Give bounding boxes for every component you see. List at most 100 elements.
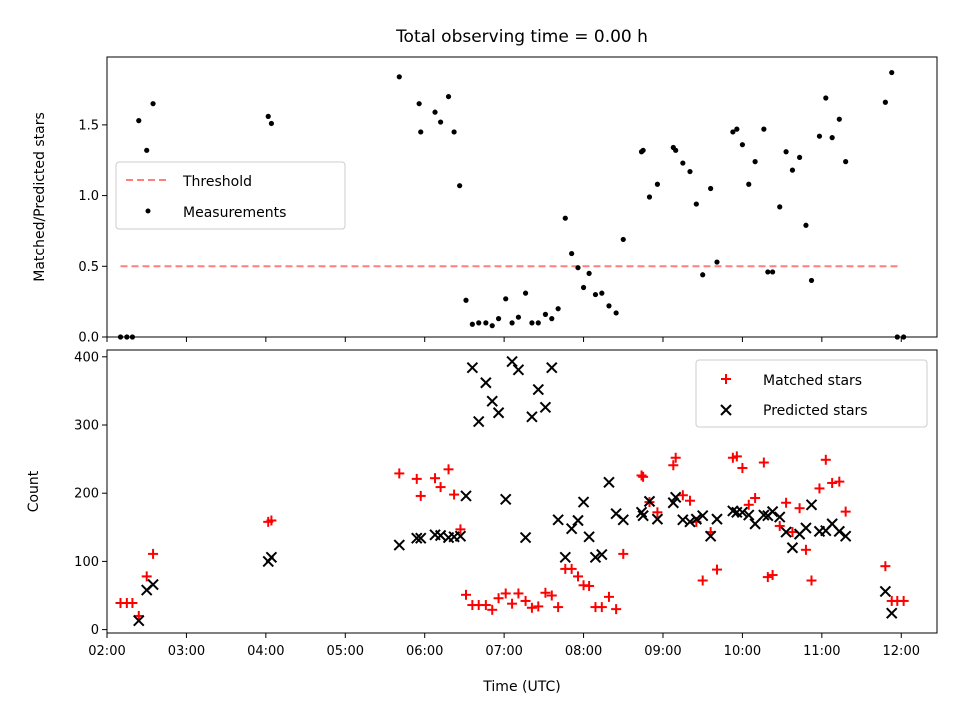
matched-star-point [546,590,557,601]
matched-star-point [781,497,792,508]
predicted-star-point-b [749,518,761,530]
predicted-star-point-b [727,505,739,517]
predicted-star-point-b [684,516,696,528]
predicted-star-point [486,395,498,407]
matched-star-point [443,464,454,475]
measurement-point [777,204,783,210]
matched-star-point [618,548,629,559]
bottom-x-tick-label: 06:00 [406,644,443,659]
bottom-y-tick-label: 300 [74,419,99,434]
predicted-star-point-b [565,522,578,535]
predicted-star-point [879,585,892,598]
predicted-star-point-b [415,532,427,544]
measurement-point [418,129,424,135]
matched-star-point [762,572,773,583]
matched-star-point [461,589,472,600]
measurement-point [816,133,823,139]
measurement-point [714,259,720,265]
measurement-point [789,167,796,173]
bottom-x-tick-label: 05:00 [327,644,364,659]
matched-stars-legend-swatch [721,374,731,384]
measurement-point [476,320,482,326]
predicted-star-point [637,510,649,522]
predicted-star-point [669,491,682,504]
predicted-star-point [766,505,779,518]
predicted-star-point [589,551,602,564]
measurement-point [542,311,549,317]
matched-star-point [455,524,466,535]
matched-star-point [731,451,742,462]
matched-star-point [880,561,891,572]
matched-star-point [787,527,798,538]
matched-star-point [449,489,460,500]
top-y-tick-label: 0.0 [78,331,99,346]
measurement-point [761,126,767,132]
predicted-star-point [506,355,518,368]
matched-star-point [127,597,138,608]
predicted-star-point [265,551,278,564]
matched-star-point [750,492,761,503]
matched-stars-legend-label: Matched stars [763,373,862,389]
predicted-star-point-b [480,377,492,389]
predicted-star-point-b [833,525,846,538]
matched-star-point [827,477,838,488]
matched-star-point [584,580,595,591]
matched-star-point [513,588,524,599]
measurement-point [437,119,444,125]
top-y-axis-label: Matched/Predicted stars [32,112,48,282]
matched-star-point [493,593,504,604]
predicted-star-point-b [635,506,648,519]
matched-star-point [533,601,544,612]
predicted-star-point-b [454,530,467,542]
measurement-point [469,321,475,327]
matched-star-point [684,495,695,506]
measurement-point [562,215,568,221]
bottom-y-axis-label: Count [26,470,42,512]
predicted-star-point [886,607,898,619]
predicted-star-point-b [617,514,629,526]
predicted-star-point [565,522,578,535]
measurement-point [829,135,835,141]
measurement-point [640,147,646,153]
measurement-point [843,159,849,165]
measurements-legend-swatch [145,208,151,214]
measurement-point [136,118,142,124]
measurement-point [522,290,529,296]
measurement-point [529,320,535,326]
predicted-star-point [526,411,538,423]
predicted-star-point-b [500,493,512,506]
predicted-star-point-b [546,362,558,374]
bottom-x-axis-ticks: 02:00 03:00 04:00 05:00 06:00 07:00 08:00 09:00… [88,633,920,659]
predicted-star-point-b [696,510,709,522]
predicted-star-point [736,506,749,519]
bottom-x-tick-label: 11:00 [803,644,840,659]
chart-title: Total observing time = 0.00 h [395,27,648,47]
predicted-star-point-b [805,499,818,511]
predicted-star-point [133,615,145,627]
predicted-star-point [617,514,629,526]
predicted-star-point-b [786,542,799,554]
measurement-point [509,320,515,326]
matched-star-point [611,604,622,615]
predicted-star-point [833,525,846,538]
measurement-point [889,69,895,76]
measurement-point [730,129,736,135]
predicted-star-point [519,531,532,544]
bottom-x-axis-label: Time (UTC) [482,679,560,695]
predicted-star-point [596,548,608,561]
matched-star-point [840,506,851,517]
predicted-star-point-b [736,506,749,519]
matched-star-point [774,520,785,531]
predicted-stars-legend-swatch [720,404,732,416]
measurement-point [765,269,771,275]
matched-star-point [737,462,748,473]
top-y-tick-label: 0.5 [78,260,99,275]
matched-star-point [596,602,607,613]
predicted-star-point-b [690,513,703,525]
measurement-point [783,149,789,155]
predicted-star-point [635,506,648,519]
measurement-point [599,290,605,296]
measurement-point [882,99,888,105]
bottom-x-tick-label: 08:00 [565,644,602,659]
top-plot-frame [106,56,938,338]
